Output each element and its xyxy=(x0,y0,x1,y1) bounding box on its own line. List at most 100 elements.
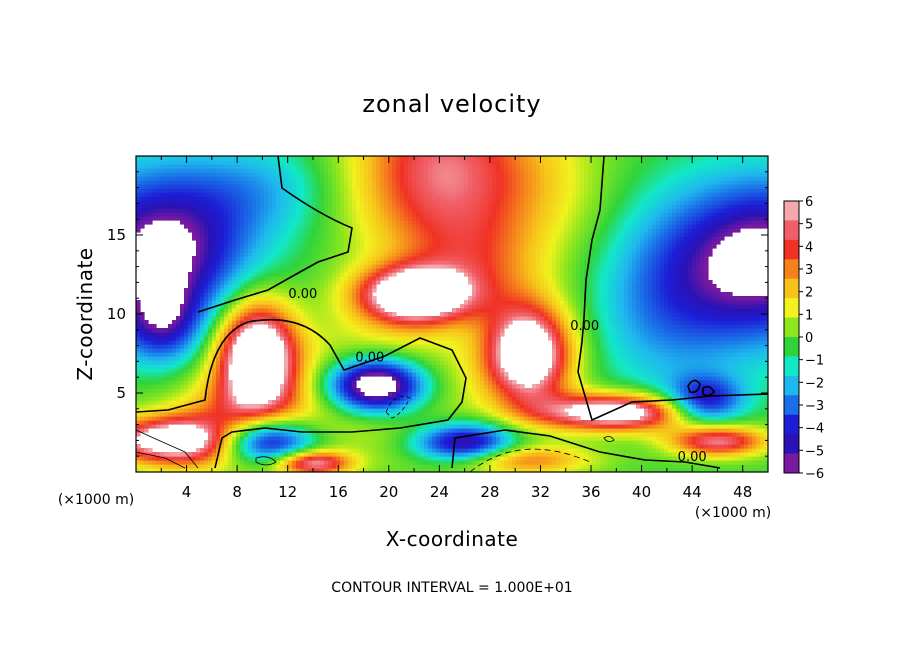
field-cell xyxy=(476,464,481,469)
field-cell xyxy=(200,356,205,361)
field-cell xyxy=(312,396,317,401)
field-cell xyxy=(220,352,225,357)
field-cell xyxy=(360,360,365,365)
field-cell xyxy=(164,356,169,361)
field-cell xyxy=(712,460,717,465)
field-cell xyxy=(236,436,241,441)
field-cell xyxy=(428,412,433,417)
field-cell xyxy=(300,396,305,401)
field-cell xyxy=(736,336,741,341)
field-cell xyxy=(664,432,669,437)
field-cell xyxy=(328,440,333,445)
field-cell xyxy=(488,412,493,417)
field-cell xyxy=(688,348,693,353)
field-cell xyxy=(464,396,469,401)
field-cell xyxy=(456,392,461,397)
field-cell xyxy=(296,432,301,437)
field-cell xyxy=(476,416,481,421)
field-cell xyxy=(464,412,469,417)
field-cell xyxy=(364,340,369,345)
field-cell xyxy=(504,388,509,393)
field-cell xyxy=(256,464,261,469)
field-cell xyxy=(204,452,209,457)
field-cell xyxy=(588,440,593,445)
field-cell xyxy=(744,468,749,472)
field-cell xyxy=(140,424,145,429)
field-cell xyxy=(208,376,213,381)
field-cell xyxy=(484,344,489,349)
field-cell xyxy=(432,376,437,381)
field-cell xyxy=(328,412,333,417)
field-cell xyxy=(264,432,269,437)
field-cell xyxy=(296,376,301,381)
field-cell xyxy=(656,424,661,429)
field-cell xyxy=(464,332,469,337)
field-cell xyxy=(644,336,649,341)
field-cell xyxy=(380,336,385,341)
field-cell xyxy=(440,368,445,373)
field-cell xyxy=(660,404,665,409)
field-cell xyxy=(208,384,213,389)
field-cell xyxy=(324,456,329,461)
field-cell xyxy=(412,396,417,401)
field-cell xyxy=(136,408,141,413)
field-cell xyxy=(152,392,157,397)
field-cell xyxy=(696,376,701,381)
field-cell xyxy=(296,384,301,389)
field-cell xyxy=(264,440,269,445)
field-cell xyxy=(196,460,201,465)
field-cell xyxy=(492,428,497,433)
field-cell xyxy=(544,404,549,409)
field-cell xyxy=(316,432,321,437)
field-cell xyxy=(488,360,493,365)
field-cell xyxy=(444,424,449,429)
field-cell xyxy=(440,384,445,389)
field-cell xyxy=(516,424,521,429)
field-cell xyxy=(616,424,621,429)
field-cell xyxy=(176,420,181,425)
field-cell xyxy=(292,404,297,409)
field-cell xyxy=(760,468,765,472)
field-cell xyxy=(624,376,629,381)
field-cell xyxy=(348,328,353,333)
field-cell xyxy=(216,364,221,369)
field-cell xyxy=(312,340,317,345)
field-cell xyxy=(172,380,177,385)
field-cell xyxy=(612,356,617,361)
field-cell xyxy=(292,328,297,333)
field-cell xyxy=(732,384,737,389)
field-cell xyxy=(672,436,677,441)
field-cell xyxy=(664,404,669,409)
field-cell xyxy=(304,344,309,349)
field-cell xyxy=(564,332,569,337)
field-cell xyxy=(548,468,553,472)
field-cell xyxy=(676,416,681,421)
field-cell xyxy=(604,356,609,361)
field-cell xyxy=(252,468,257,472)
field-cell xyxy=(216,420,221,425)
field-cell xyxy=(224,364,229,369)
field-cell xyxy=(252,424,257,429)
field-cell xyxy=(328,340,333,345)
field-cell xyxy=(240,404,245,409)
field-cell xyxy=(152,372,157,377)
field-cell xyxy=(440,364,445,369)
field-cell xyxy=(596,348,601,353)
field-cell xyxy=(704,332,709,337)
field-cell xyxy=(680,344,685,349)
field-cell xyxy=(624,392,629,397)
field-cell xyxy=(524,416,529,421)
field-cell xyxy=(660,432,665,437)
field-cell xyxy=(360,356,365,361)
field-cell xyxy=(216,380,221,385)
field-cell xyxy=(332,440,337,445)
field-cell xyxy=(240,460,245,465)
field-cell xyxy=(676,356,681,361)
field-cell xyxy=(360,440,365,445)
field-cell xyxy=(464,420,469,425)
field-cell xyxy=(284,412,289,417)
field-cell xyxy=(492,356,497,361)
field-cell xyxy=(668,408,673,413)
field-cell xyxy=(164,416,169,421)
field-cell xyxy=(640,376,645,381)
